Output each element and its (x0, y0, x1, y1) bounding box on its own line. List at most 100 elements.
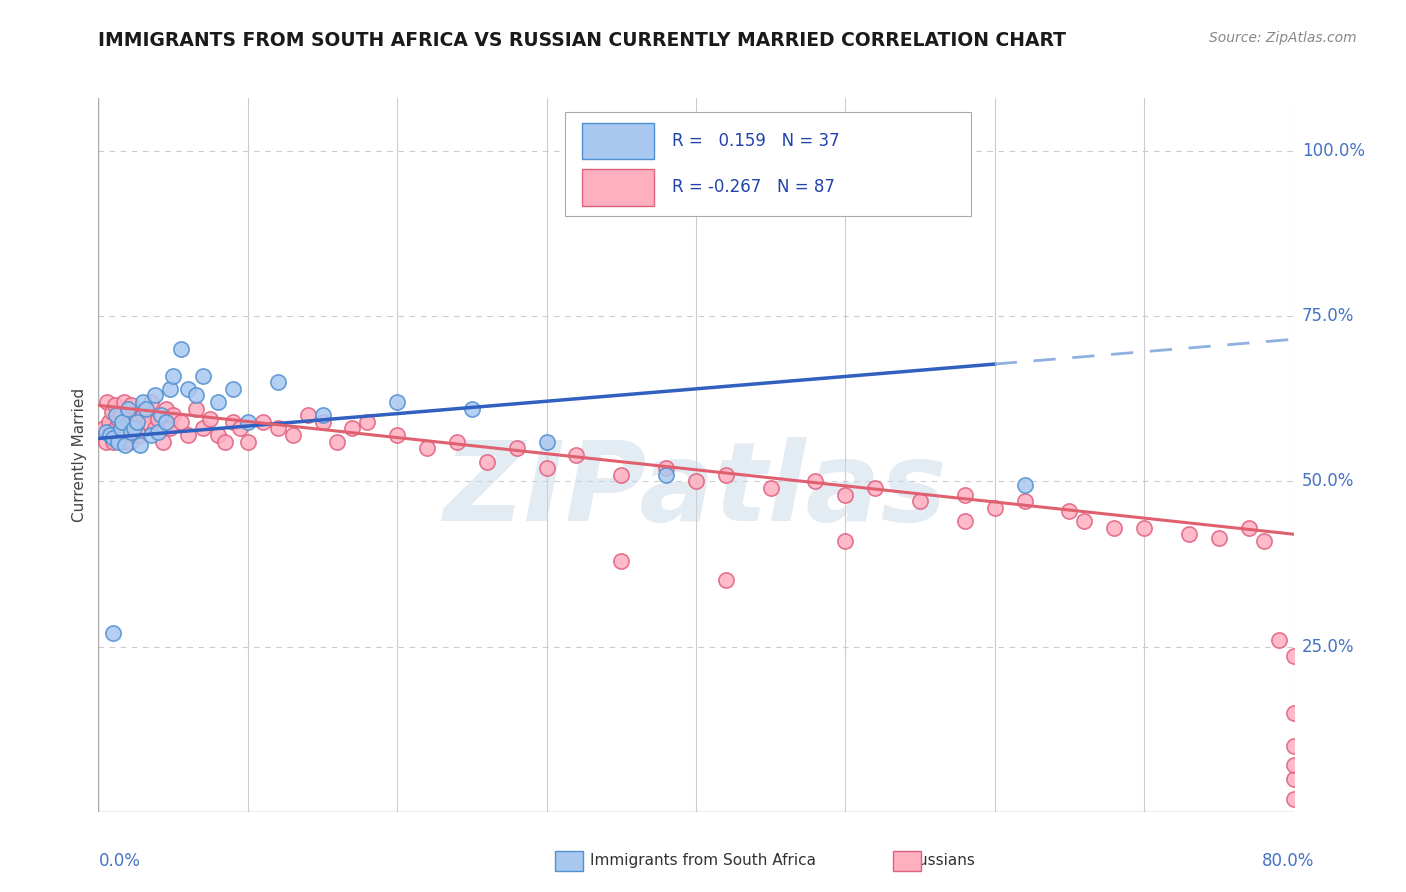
Point (108, 428, 131, 442)
Point (610, 554, 633, 568)
Point (143, 388, 166, 402)
Point (169, 342, 191, 356)
Point (1282, 758, 1305, 772)
Point (311, 415, 333, 429)
Point (759, 481, 782, 495)
Point (356, 415, 378, 429)
Point (804, 475, 827, 489)
Point (416, 442, 439, 456)
Point (127, 415, 149, 429)
Point (236, 434, 259, 449)
Point (229, 421, 252, 435)
Text: Immigrants from South Africa: Immigrants from South Africa (591, 854, 815, 868)
Point (1237, 520, 1260, 534)
Text: 50.0%: 50.0% (1302, 473, 1354, 491)
Point (1059, 504, 1081, 518)
Point (159, 421, 181, 435)
Point (105, 421, 128, 435)
Point (115, 425, 138, 439)
Point (326, 434, 349, 449)
Point (169, 415, 191, 429)
Point (207, 428, 229, 442)
Point (252, 415, 274, 429)
Point (1282, 772, 1305, 786)
Point (297, 409, 319, 423)
Point (685, 475, 707, 489)
Point (150, 409, 173, 423)
Y-axis label: Currently Married: Currently Married (72, 388, 87, 522)
Point (1133, 520, 1156, 534)
Point (1178, 527, 1201, 541)
Point (162, 368, 184, 383)
Point (1282, 649, 1305, 664)
Text: 75.0%: 75.0% (1302, 307, 1354, 326)
Point (139, 395, 162, 409)
Point (908, 494, 931, 508)
Point (155, 401, 177, 416)
Text: Source: ZipAtlas.com: Source: ZipAtlas.com (1209, 31, 1357, 45)
Point (132, 395, 155, 409)
Point (97, 415, 120, 429)
Text: 25.0%: 25.0% (1302, 638, 1354, 656)
Point (139, 428, 162, 442)
Point (105, 409, 128, 423)
Point (311, 409, 333, 423)
Point (267, 421, 290, 435)
Point (143, 421, 166, 435)
Point (110, 421, 132, 435)
Point (94, 425, 117, 439)
Point (506, 442, 529, 456)
FancyBboxPatch shape (565, 112, 970, 216)
Point (98, 425, 122, 439)
Point (385, 428, 409, 442)
Point (103, 434, 125, 449)
Point (834, 487, 856, 501)
Point (267, 376, 290, 390)
Point (446, 434, 468, 449)
Point (148, 425, 170, 439)
Point (162, 409, 184, 423)
Point (177, 428, 200, 442)
Point (110, 409, 132, 423)
Point (120, 425, 142, 439)
Point (236, 415, 259, 429)
Point (128, 428, 150, 442)
Point (129, 438, 152, 452)
Point (342, 421, 364, 435)
Point (177, 382, 200, 396)
Point (112, 395, 135, 409)
Text: 80.0%: 80.0% (1263, 852, 1315, 870)
Point (101, 405, 124, 419)
Point (281, 428, 304, 442)
FancyBboxPatch shape (582, 169, 654, 205)
Point (117, 405, 139, 419)
Text: 0.0%: 0.0% (98, 852, 141, 870)
Point (148, 411, 170, 425)
Point (1073, 514, 1095, 528)
Point (1267, 632, 1289, 647)
Point (184, 401, 207, 416)
Point (152, 434, 174, 449)
Text: IMMIGRANTS FROM SOUTH AFRICA VS RUSSIAN CURRENTLY MARRIED CORRELATION CHART: IMMIGRANTS FROM SOUTH AFRICA VS RUSSIAN … (98, 31, 1066, 50)
Point (120, 398, 142, 412)
Point (834, 533, 856, 548)
Point (1014, 477, 1036, 491)
Text: 100.0%: 100.0% (1302, 142, 1365, 160)
Point (610, 467, 633, 482)
Point (983, 500, 1005, 515)
Point (132, 409, 155, 423)
Text: ZIPatlas: ZIPatlas (444, 437, 948, 544)
Point (1014, 494, 1036, 508)
Point (385, 395, 409, 409)
Point (104, 398, 127, 412)
Point (191, 368, 214, 383)
Point (565, 448, 588, 462)
Point (159, 382, 181, 396)
Point (1282, 706, 1305, 720)
Point (155, 415, 177, 429)
Point (125, 411, 148, 425)
Point (475, 454, 498, 468)
Point (655, 467, 678, 482)
FancyBboxPatch shape (582, 123, 654, 159)
Point (93, 421, 115, 435)
